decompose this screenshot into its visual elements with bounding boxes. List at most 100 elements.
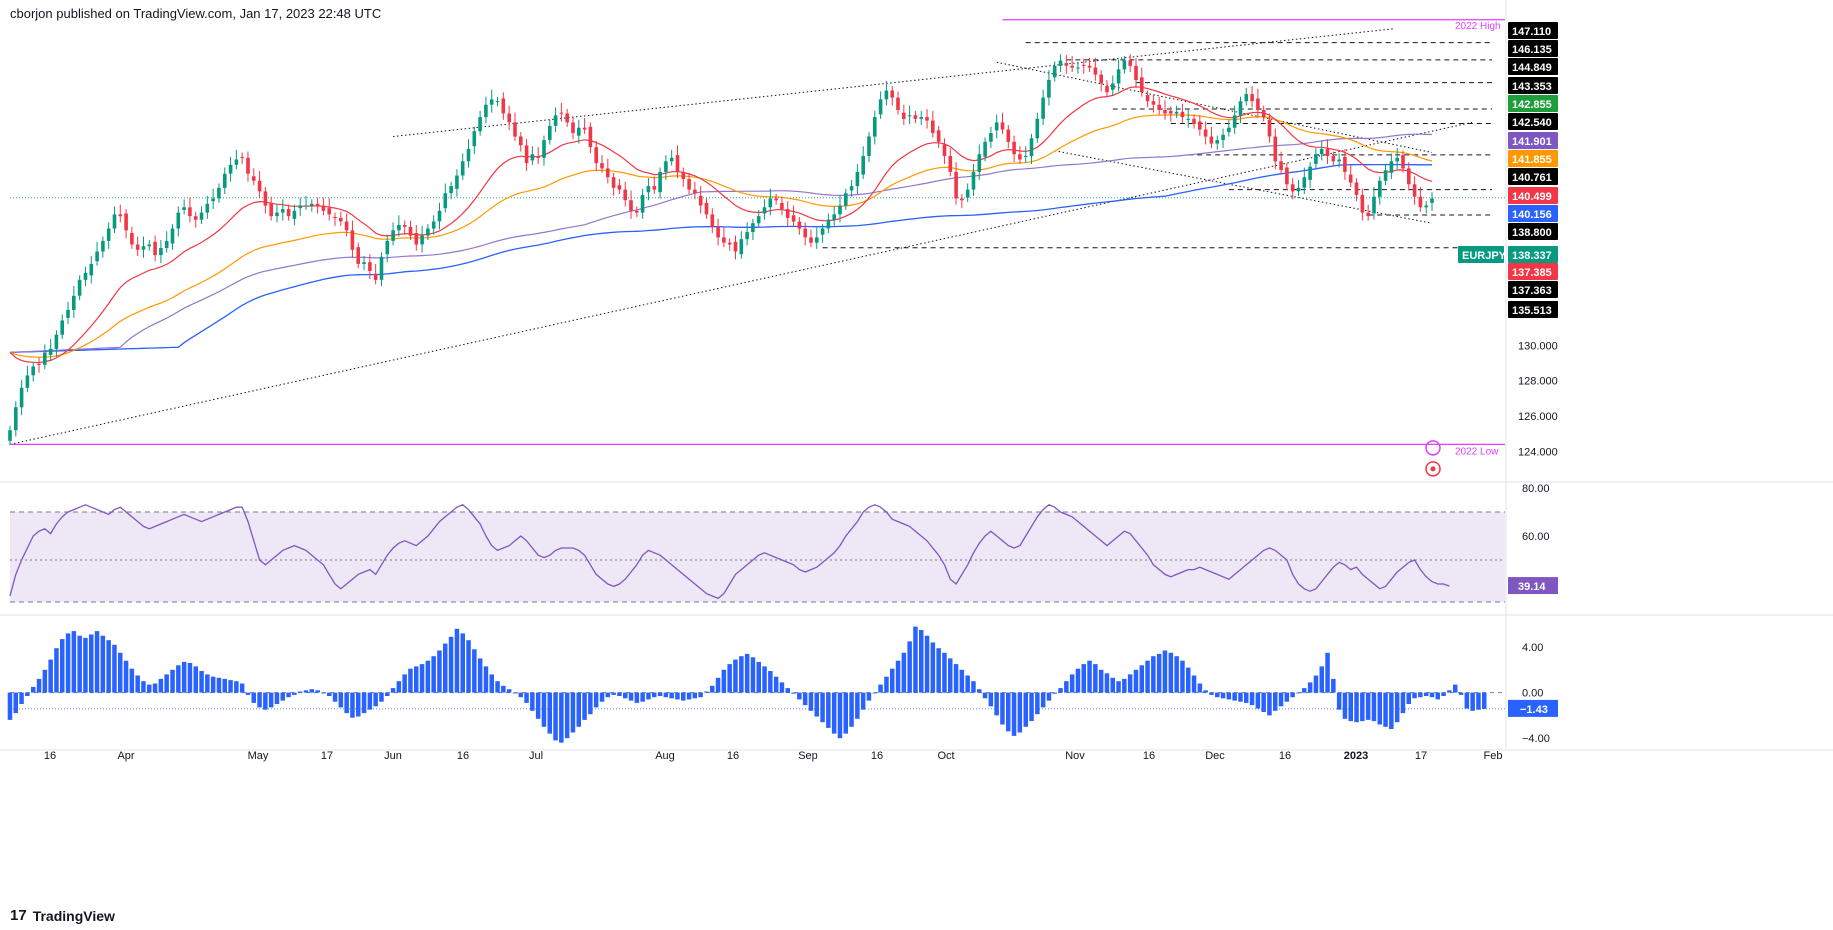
- macd-bar: [588, 692, 593, 715]
- candle-body: [994, 122, 999, 131]
- macd-bar: [739, 656, 744, 693]
- macd-bar: [13, 692, 18, 714]
- macd-bar: [593, 692, 599, 708]
- price-axis[interactable]: 124.000126.000128.000130.000132.000134.0…: [1458, 22, 1558, 458]
- macd-bar: [1186, 667, 1191, 693]
- macd-bar: [118, 652, 123, 693]
- candle-body: [600, 163, 604, 169]
- macd-bar: [477, 658, 483, 693]
- candle-body: [182, 207, 186, 210]
- candle-body: [565, 113, 569, 123]
- candle-body: [1116, 69, 1121, 84]
- candle-body: [1052, 65, 1057, 78]
- candle-body: [907, 115, 912, 117]
- macd-bar: [483, 666, 489, 693]
- macd-bar: [924, 635, 930, 693]
- candle-body: [791, 215, 796, 222]
- candle-body: [727, 242, 732, 245]
- macd-bar: [297, 691, 303, 693]
- low-2022-label: 2022 Low: [1455, 446, 1499, 457]
- macd-bar: [54, 648, 59, 693]
- candle-body: [983, 141, 987, 157]
- macd-bar: [831, 692, 837, 734]
- candle-body: [397, 225, 401, 231]
- macd-bar: [512, 692, 518, 694]
- macd-bar: [1360, 692, 1365, 722]
- macd-bar: [425, 660, 431, 693]
- macd-value-label: −1.43: [1520, 704, 1548, 716]
- macd-bar: [1284, 692, 1290, 702]
- candle-body: [31, 366, 35, 376]
- macd-bar: [448, 636, 454, 693]
- x-tick-label: Feb: [1484, 750, 1503, 762]
- candle-body: [43, 352, 47, 365]
- price-grid: [0, 0, 1833, 751]
- macd-bar: [274, 692, 280, 704]
- candle-body: [19, 387, 24, 408]
- candle-body: [559, 112, 564, 114]
- macd-bar: [733, 659, 738, 693]
- macd-bar: [152, 683, 158, 693]
- candle-body: [878, 99, 883, 115]
- macd-bar: [982, 692, 988, 699]
- candle-body: [211, 198, 215, 202]
- macd-bar: [640, 692, 645, 702]
- candle-body: [1093, 67, 1098, 75]
- macd-bar: [953, 664, 959, 693]
- x-tick-label: Sep: [798, 750, 818, 762]
- candle-body: [106, 228, 111, 241]
- macd-bar: [1273, 692, 1278, 711]
- candle-body: [147, 244, 152, 247]
- candle-body: [838, 205, 842, 215]
- candle-body: [1348, 174, 1353, 183]
- price-tag-label: 141.855: [1512, 154, 1552, 166]
- macd-bar: [1476, 692, 1481, 710]
- macd-bar: [1447, 690, 1452, 693]
- macd-bar: [303, 690, 309, 693]
- price-tag-label: 147.110: [1512, 26, 1551, 38]
- candle-body: [1186, 118, 1190, 120]
- symbol-tag-label: EURJPY: [1462, 250, 1507, 262]
- candle-body: [275, 212, 279, 217]
- macd-bar: [419, 664, 425, 693]
- macd-bar: [181, 661, 187, 693]
- candle-body: [327, 208, 331, 215]
- candle-body: [1000, 122, 1005, 130]
- x-tick-label: 17: [1415, 750, 1427, 762]
- candle-body: [652, 186, 657, 190]
- candle-body: [48, 348, 53, 355]
- macd-bar: [837, 692, 843, 739]
- candle-body: [472, 131, 477, 147]
- candle-body: [1401, 155, 1405, 169]
- macd-bar: [1104, 673, 1110, 693]
- macd-bar: [506, 689, 512, 693]
- candle-body: [495, 101, 500, 103]
- candle-body: [292, 210, 297, 219]
- candle-body: [698, 195, 703, 206]
- candle-body: [617, 185, 622, 190]
- candle-body: [1314, 154, 1318, 164]
- candle-body: [1105, 86, 1109, 93]
- candle-body: [60, 320, 64, 335]
- macd-bar: [599, 692, 605, 702]
- tradingview-logo[interactable]: 17 TradingView: [10, 907, 115, 924]
- candle-body: [1418, 196, 1423, 208]
- price-tag-label: 143.353: [1512, 81, 1552, 93]
- candle-body: [611, 177, 616, 188]
- macd-bar: [849, 692, 854, 727]
- candle-body: [112, 214, 117, 229]
- macd-bar: [1220, 692, 1226, 699]
- candles: [8, 54, 1434, 446]
- candle-body: [1267, 119, 1272, 137]
- macd-bar: [895, 660, 901, 693]
- macd-bar: [210, 676, 216, 693]
- candle-body: [1227, 127, 1231, 133]
- macd-bar: [112, 644, 117, 693]
- event-target-icon-dot: [1430, 466, 1436, 472]
- macd-bar: [431, 656, 436, 693]
- macd-bar: [1435, 692, 1440, 700]
- candle-body: [1383, 170, 1388, 181]
- candle-body: [1308, 166, 1312, 180]
- price-tag: [1508, 58, 1558, 75]
